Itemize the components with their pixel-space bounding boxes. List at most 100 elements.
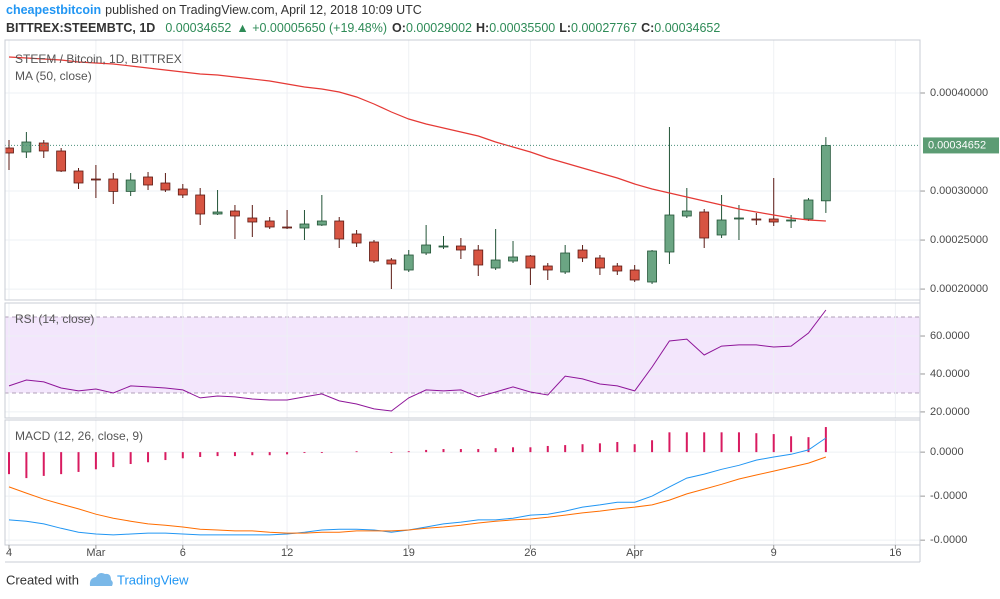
y-tick-label: 0.00040000 [930, 87, 988, 99]
candle-body [143, 176, 153, 186]
candle-body [351, 233, 362, 244]
ohlc-label: H: [476, 21, 489, 35]
candle-body [716, 219, 727, 236]
line [8, 456, 827, 534]
histogram-bar [755, 433, 758, 453]
last-price-label: 0.00034652 [928, 139, 986, 151]
x-tick-label: 6 [180, 547, 186, 559]
histogram-bar [459, 449, 462, 453]
candle-body [21, 141, 32, 153]
panel-title: RSI (14, close) [15, 312, 94, 326]
histogram-bar [164, 452, 167, 461]
candle-body [751, 218, 762, 221]
histogram-bar [546, 445, 549, 453]
footer-text: Created with [6, 572, 79, 587]
candle-body [125, 179, 136, 192]
panel [5, 420, 920, 545]
y-tick-label: 0.00020000 [930, 283, 988, 295]
histogram-bar [60, 452, 63, 475]
x-tick-label: 16 [889, 547, 901, 559]
candle-body [768, 218, 779, 223]
candle-body [421, 244, 432, 254]
candle-body [490, 259, 501, 269]
candle-body [386, 259, 397, 265]
histogram-bar [616, 442, 619, 453]
histogram-bar [129, 452, 132, 465]
ohlc-value: 0.00027767 [571, 21, 637, 35]
histogram-bar [737, 432, 740, 453]
change: ▲ +0.00005650 (+19.48%) [236, 21, 387, 35]
histogram-bar [790, 436, 793, 453]
y-tick-label: 0.00030000 [930, 185, 988, 197]
header-line: cheapestbitcoin published on TradingView.… [6, 3, 422, 17]
symbol-line: BITTREX:STEEMBTC, 1D 0.00034652 ▲ +0.00005… [6, 21, 720, 35]
histogram-bar [286, 452, 289, 455]
x-tick-label: 9 [771, 547, 777, 559]
histogram-bar [425, 449, 428, 453]
published: published on TradingView.com, April 12, … [105, 3, 422, 17]
candle-body [264, 220, 275, 228]
histogram-bar [147, 452, 150, 463]
candle-body [560, 252, 571, 273]
y-tick-label: 60.0000 [930, 330, 970, 342]
histogram-bar [251, 452, 254, 456]
y-tick-label: -0.0000 [930, 490, 967, 502]
ohlc-label: C: [641, 21, 654, 35]
histogram-bar [181, 452, 184, 459]
y-tick-label: -0.0000 [930, 534, 967, 546]
candle-body [369, 241, 379, 262]
candle-body [403, 254, 414, 271]
histogram-bar [720, 432, 723, 453]
histogram-bar [303, 452, 306, 454]
histogram-bar [25, 452, 28, 479]
rsi-band [5, 317, 920, 393]
ohlc-value: 0.00035500 [489, 21, 555, 35]
x-tick-label: Mar [86, 547, 105, 559]
y-tick-label: 0.00025000 [930, 234, 988, 246]
candle-body [212, 211, 223, 215]
histogram-bar [216, 452, 219, 457]
price-badge [923, 137, 999, 154]
histogram-bar [112, 452, 115, 468]
candle-body [525, 255, 536, 269]
candle-body [108, 178, 119, 192]
panel-border [4, 39, 921, 301]
candle-body [282, 226, 292, 229]
panel [5, 303, 920, 418]
histogram-bar [581, 444, 584, 453]
histogram-bar [824, 427, 827, 453]
candle-body [734, 217, 744, 220]
histogram-bar [477, 449, 480, 453]
histogram-bar [199, 452, 202, 457]
candle-body [160, 182, 171, 191]
candle-body [5, 147, 14, 154]
candle-body [629, 269, 640, 281]
histogram-bar [651, 440, 654, 453]
histogram-bar [320, 452, 323, 454]
histogram-bar [703, 432, 706, 453]
candle-body [612, 265, 623, 272]
candle-body [681, 210, 692, 217]
ohlc-value: 0.00034652 [654, 21, 720, 35]
histogram-bar [8, 452, 10, 475]
histogram-bar [685, 432, 688, 453]
ohlc-label: O: [392, 21, 406, 35]
line [8, 56, 826, 222]
y-tick-label: 0.0000 [930, 446, 964, 458]
footer-brand[interactable]: TradingView [117, 572, 189, 587]
symbol: BITTREX:STEEMBTC, 1D [6, 21, 155, 35]
candle-body [803, 199, 814, 220]
candle-body [595, 257, 605, 269]
histogram-bar [512, 447, 515, 453]
candle-body [299, 223, 310, 229]
panel-title: MACD (12, 26, close, 9) [15, 429, 143, 443]
candle-body [820, 145, 831, 202]
histogram-bar [668, 432, 671, 453]
candle-body [508, 256, 518, 262]
candle-body [73, 170, 84, 184]
candle-body [542, 265, 553, 271]
candle-body [664, 214, 675, 253]
x-tick-label: 26 [524, 547, 536, 559]
histogram-bar [442, 449, 445, 453]
